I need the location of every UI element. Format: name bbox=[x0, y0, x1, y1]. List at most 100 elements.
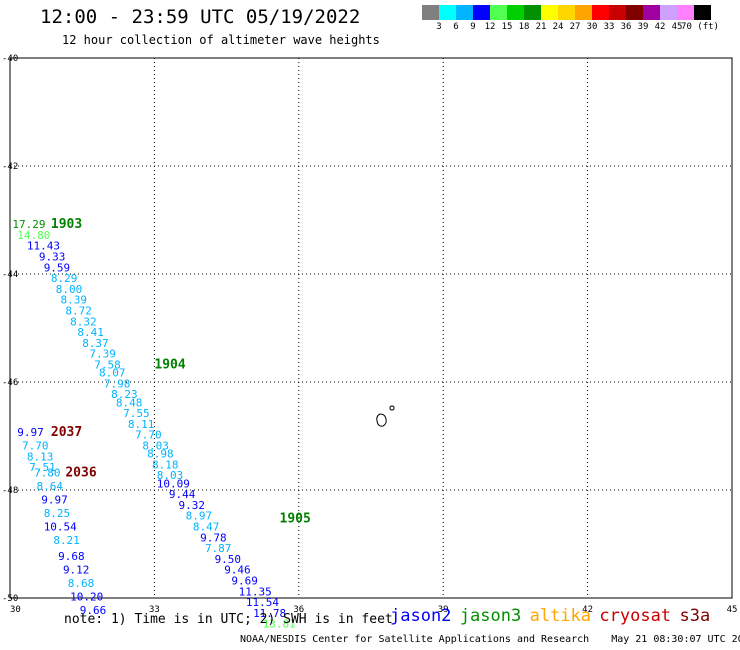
scale-swatch bbox=[439, 5, 456, 20]
scale-label: 30 bbox=[586, 22, 598, 32]
wave-height-label: 9.46 bbox=[224, 564, 251, 577]
wave-height-label: 8.48 bbox=[116, 396, 143, 409]
axis-ticks: 30 33 36 39 42 45 -40 -42 -44 -46 -48 -50 bbox=[2, 54, 737, 615]
scale-swatch bbox=[575, 5, 592, 20]
wave-height-label: 8.39 bbox=[61, 294, 88, 307]
pass-number-label: 1905 bbox=[280, 511, 311, 526]
footer-note: note: 1) Time is in UTC; 2) SWH is in fe… bbox=[64, 612, 393, 627]
scale-swatch bbox=[507, 5, 524, 20]
scale-label: 3 bbox=[436, 22, 442, 32]
legend-cryosat: cryosat bbox=[599, 606, 672, 626]
x-tick-label: 39 bbox=[438, 605, 449, 615]
legend-jason2: jason2 bbox=[390, 606, 452, 626]
scale-swatch bbox=[473, 5, 490, 20]
map-title: 12:00 - 23:59 UTC 05/19/2022 bbox=[40, 6, 361, 28]
x-tick-label: 30 bbox=[10, 605, 21, 615]
y-tick-label: -48 bbox=[2, 486, 18, 496]
map-frame bbox=[9, 57, 733, 599]
wave-height-label: 7.51 bbox=[29, 461, 56, 474]
wave-height-label: 7.58 bbox=[94, 359, 121, 372]
wave-height-label: 9.33 bbox=[39, 251, 66, 264]
scale-label: 39 bbox=[637, 22, 649, 32]
wave-height-label: 10.20 bbox=[70, 591, 103, 604]
scale-label: 12 bbox=[484, 22, 496, 32]
wave-height-label: 9.59 bbox=[44, 261, 70, 274]
scale-label: 70 (ft) bbox=[681, 22, 719, 32]
wave-height-label: 9.32 bbox=[178, 499, 205, 512]
wave-height-label: 10.09 bbox=[157, 477, 190, 490]
wave-height-label: 7.98 bbox=[104, 377, 131, 390]
wave-height-label: 8.13 bbox=[27, 450, 53, 463]
wave-height-label: 11.78 bbox=[253, 607, 286, 620]
wave-height-label: 9.69 bbox=[231, 575, 258, 588]
wave-height-label: 17.29 bbox=[12, 218, 45, 231]
wave-height-label: 11.35 bbox=[239, 585, 272, 598]
y-tick-label: -46 bbox=[2, 378, 18, 388]
scale-label: 33 bbox=[603, 22, 615, 32]
x-tick-label: 33 bbox=[149, 605, 160, 615]
y-tick-label: -42 bbox=[2, 162, 18, 172]
wave-height-label: 8.23 bbox=[111, 388, 138, 401]
color-scale bbox=[422, 5, 711, 20]
wave-height-label: 8.37 bbox=[82, 337, 109, 350]
pass-number-label: 2037 bbox=[51, 425, 82, 440]
wave-height-label: 7.39 bbox=[89, 348, 116, 361]
legend-altika: altika bbox=[529, 606, 592, 626]
pass-labels: 1903 1904 2037 2036 1905 bbox=[51, 217, 311, 526]
wave-height-label: 7.80 bbox=[34, 467, 61, 480]
wave-height-label: 8.32 bbox=[70, 315, 97, 328]
wave-height-label: 8.25 bbox=[44, 507, 70, 520]
wave-height-label: 7.87 bbox=[205, 542, 232, 555]
y-tick-label: -40 bbox=[2, 54, 18, 64]
wave-height-label: 8.97 bbox=[186, 510, 213, 523]
wave-height-label: 8.07 bbox=[99, 367, 126, 380]
wave-height-label: 8.29 bbox=[51, 272, 77, 285]
wave-height-label: 9.66 bbox=[80, 604, 107, 617]
wave-height-label: 8.64 bbox=[36, 480, 63, 493]
wave-height-label: 8.18 bbox=[152, 458, 179, 471]
scale-swatch bbox=[626, 5, 643, 20]
scale-label: 24 bbox=[552, 22, 564, 32]
wave-height-label: 9.12 bbox=[63, 564, 90, 577]
y-tick-label: -50 bbox=[2, 594, 18, 604]
wave-height-label: 8.98 bbox=[147, 448, 174, 461]
scale-swatch bbox=[660, 5, 677, 20]
pass-number-label: 1903 bbox=[51, 217, 82, 232]
scale-swatch bbox=[541, 5, 558, 20]
scale-label: 42 bbox=[654, 22, 666, 32]
scale-label: 21 bbox=[535, 22, 547, 32]
scale-swatch bbox=[643, 5, 660, 20]
legend-s3a: s3a bbox=[679, 606, 711, 626]
scale-swatch bbox=[456, 5, 473, 20]
scale-swatch bbox=[558, 5, 575, 20]
scale-label: 6 bbox=[453, 22, 459, 32]
wave-height-label: 8.21 bbox=[53, 534, 80, 547]
wave-height-label: 8.11 bbox=[128, 418, 155, 431]
y-tick-label: -44 bbox=[2, 270, 18, 280]
scale-swatch bbox=[694, 5, 711, 20]
wave-height-label: 9.78 bbox=[200, 531, 227, 544]
wave-height-label: 7.55 bbox=[123, 407, 150, 420]
wave-height-values: 17.2914.8011.439.339.598.298.008.398.728… bbox=[12, 218, 295, 631]
footer-credit: NOAA/NESDIS Center for Satellite Applica… bbox=[240, 634, 740, 645]
scale-label: 27 bbox=[569, 22, 581, 32]
legend-jason3: jason3 bbox=[459, 606, 522, 626]
wave-height-label: 10.54 bbox=[44, 521, 77, 534]
wave-height-label: 8.72 bbox=[65, 305, 92, 318]
wave-height-label: 11.54 bbox=[246, 596, 279, 609]
pass-number-label: 2036 bbox=[65, 466, 96, 481]
scale-label: 15 bbox=[501, 22, 513, 32]
wave-height-label: 11.43 bbox=[27, 240, 60, 253]
pass-number-label: 1904 bbox=[154, 358, 185, 373]
wave-height-label: 9.50 bbox=[215, 553, 242, 566]
scale-swatch bbox=[677, 5, 694, 20]
scale-swatch bbox=[592, 5, 609, 20]
map-grid bbox=[10, 58, 732, 598]
x-tick-label: 42 bbox=[582, 605, 593, 615]
wave-height-label: 8.03 bbox=[142, 440, 169, 453]
x-tick-label: 36 bbox=[293, 605, 304, 615]
scale-swatch bbox=[422, 5, 439, 20]
scale-label: 36 bbox=[620, 22, 632, 32]
scale-swatch bbox=[524, 5, 541, 20]
